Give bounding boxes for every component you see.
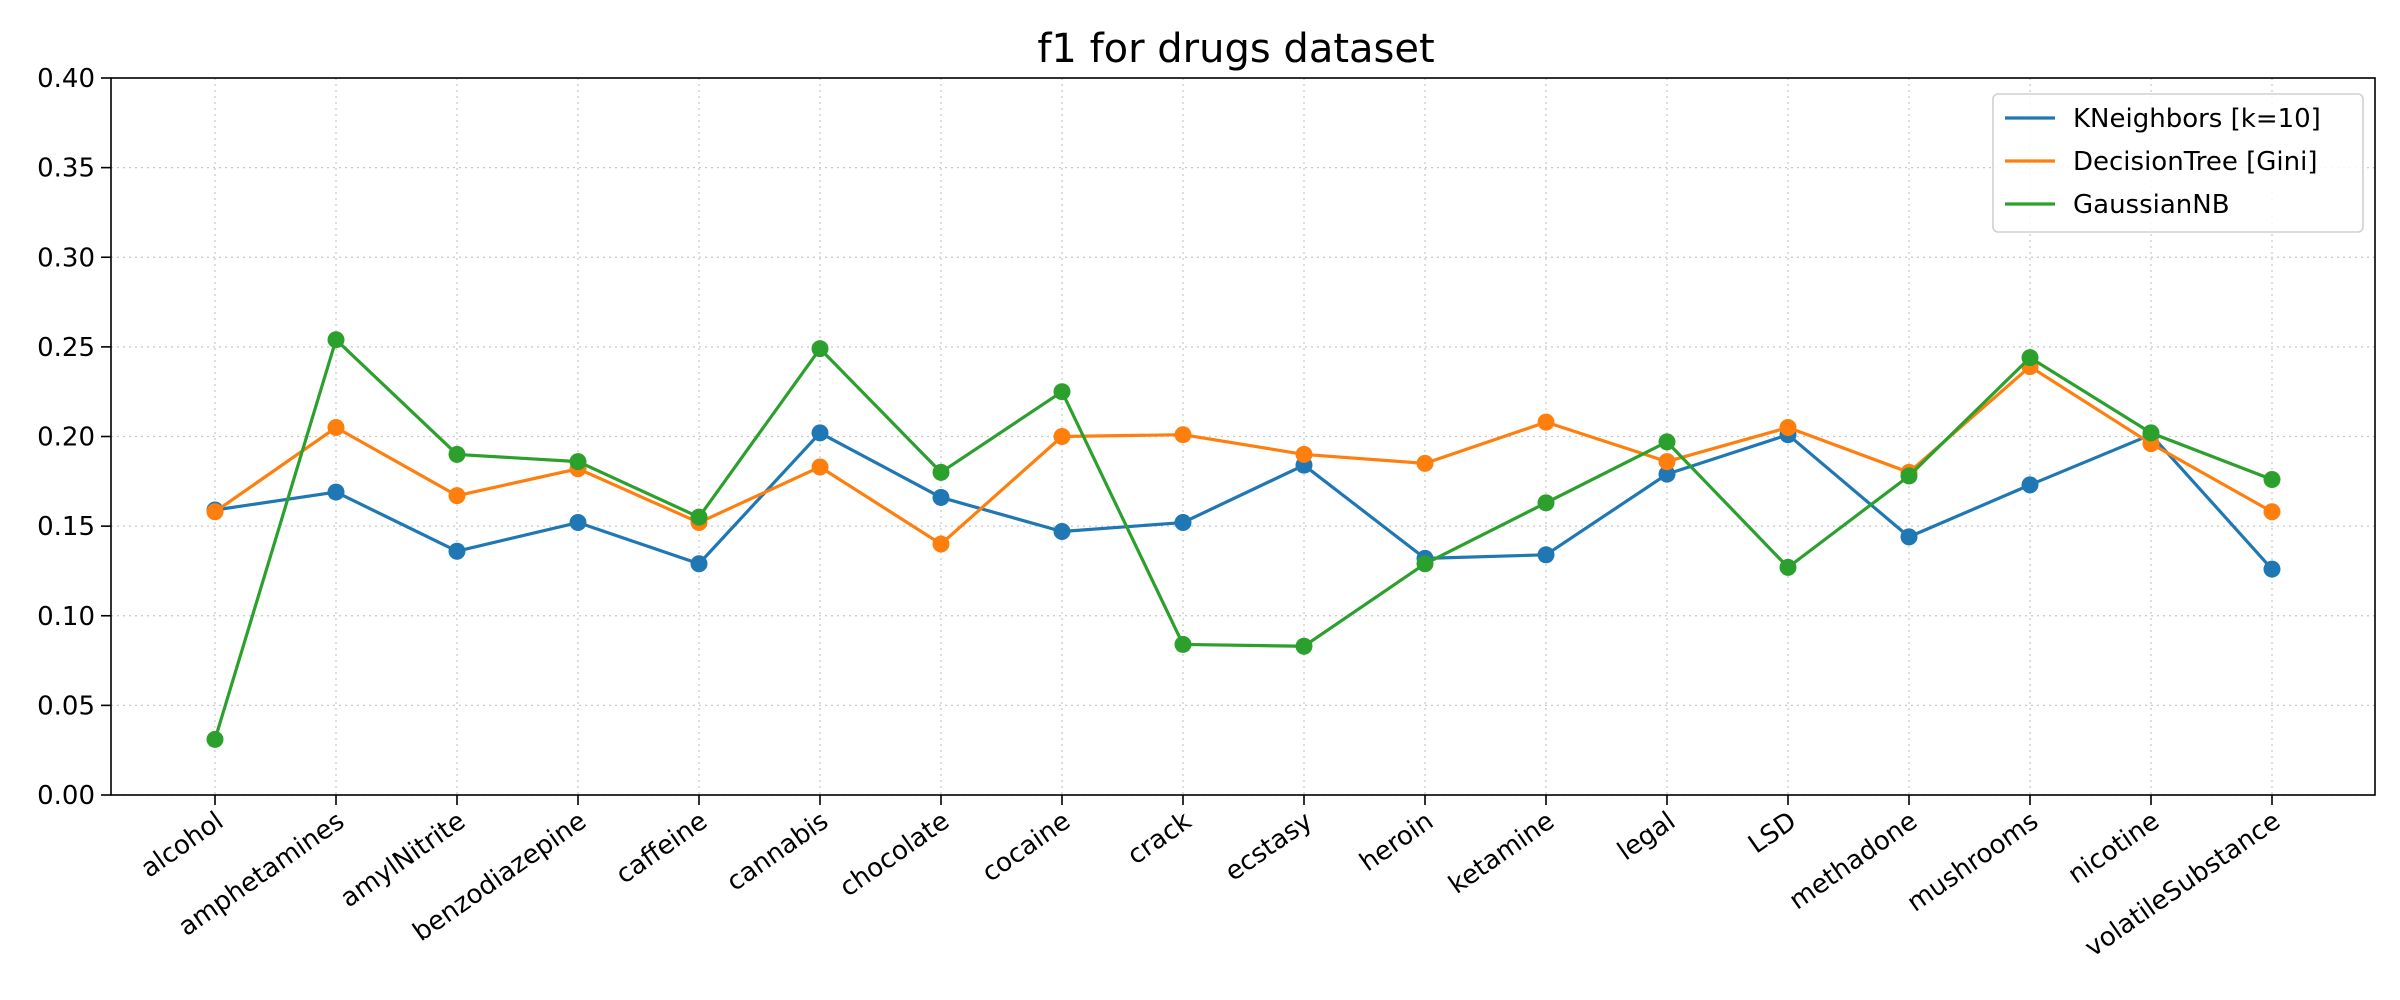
data-point xyxy=(448,487,466,505)
x-tick-label: nicotine xyxy=(2063,806,2165,890)
series-group xyxy=(206,331,2281,748)
data-point xyxy=(448,542,466,560)
x-tick-label: chocolate xyxy=(834,806,955,903)
data-point xyxy=(327,331,345,349)
data-point xyxy=(2142,424,2160,442)
axes: alcoholamphetaminesamylNitritebenzodiaze… xyxy=(37,64,2286,963)
x-tick-label: heroin xyxy=(1354,806,1439,878)
data-point xyxy=(1416,454,1434,472)
data-point xyxy=(1537,413,1555,431)
x-tick-label: alcohol xyxy=(136,806,229,884)
y-tick-label: 0.20 xyxy=(37,423,95,453)
legend-box xyxy=(1992,93,2364,233)
data-point xyxy=(327,483,345,501)
legend-label: GaussianNB xyxy=(2073,190,2230,220)
x-tick-label: LSD xyxy=(1743,806,1802,860)
data-point xyxy=(811,340,829,358)
x-tick-label: ecstasy xyxy=(1220,806,1318,887)
data-point xyxy=(932,463,950,481)
x-tick-label: cocaine xyxy=(977,806,1076,888)
x-tick-label: legal xyxy=(1612,806,1681,867)
series-2 xyxy=(206,331,2281,748)
legend: KNeighbors [k=10] DecisionTree [Gini] Gaus… xyxy=(1992,93,2364,233)
data-point xyxy=(206,730,224,748)
data-point xyxy=(1416,555,1434,573)
data-point xyxy=(2021,476,2039,494)
data-point xyxy=(690,555,708,573)
data-point xyxy=(1900,528,1918,546)
x-tick-label: mushrooms xyxy=(1902,806,2044,918)
data-point xyxy=(1537,546,1555,564)
data-point xyxy=(1174,426,1192,444)
data-point xyxy=(206,503,224,521)
y-tick-label: 0.35 xyxy=(37,154,95,184)
y-tick-label: 0.00 xyxy=(37,781,95,811)
y-tick-label: 0.40 xyxy=(37,64,95,94)
data-point xyxy=(1658,465,1676,483)
data-point xyxy=(569,453,587,471)
data-point xyxy=(2263,471,2281,489)
series-line xyxy=(213,338,2273,740)
data-point xyxy=(1174,514,1192,532)
data-point xyxy=(1900,467,1918,485)
data-point xyxy=(932,488,950,506)
legend-label: KNeighbors [k=10] xyxy=(2073,104,2321,134)
x-tick-label: methadone xyxy=(1784,806,1923,916)
data-point xyxy=(1658,433,1676,451)
y-tick-label: 0.15 xyxy=(37,512,95,542)
y-tick-label: 0.05 xyxy=(37,691,95,721)
data-point xyxy=(1053,383,1071,401)
x-tick-label: ketamine xyxy=(1443,806,1560,900)
data-point xyxy=(1779,419,1797,437)
y-tick-label: 0.25 xyxy=(37,333,95,363)
data-point xyxy=(2021,349,2039,367)
y-tick-label: 0.10 xyxy=(37,602,95,632)
data-point xyxy=(811,458,829,476)
x-tick-label: cannabis xyxy=(721,806,834,897)
series-line xyxy=(214,431,2274,571)
chart-title: f1 for drugs dataset xyxy=(1037,26,1434,72)
series-1 xyxy=(206,358,2281,553)
series-line xyxy=(214,364,2273,546)
data-point xyxy=(1295,445,1313,463)
data-point xyxy=(1053,428,1071,445)
x-tick-label: volatileSubstance xyxy=(2080,806,2286,963)
data-point xyxy=(1053,523,1071,541)
data-point xyxy=(448,445,466,463)
data-point xyxy=(2263,503,2281,521)
data-point xyxy=(1658,453,1676,471)
data-point xyxy=(1295,637,1313,655)
data-point xyxy=(1537,494,1555,512)
legend-label: DecisionTree [Gini] xyxy=(2073,147,2318,177)
x-tick-label: caffeine xyxy=(611,806,713,890)
x-tick-label: crack xyxy=(1122,806,1197,871)
data-point xyxy=(811,424,829,442)
data-point xyxy=(1174,635,1192,653)
data-point xyxy=(327,419,345,437)
series-0 xyxy=(206,424,2281,578)
data-point xyxy=(932,535,950,553)
y-tick-label: 0.30 xyxy=(37,243,95,273)
data-point xyxy=(1779,558,1797,576)
data-point xyxy=(569,514,587,532)
data-point xyxy=(690,508,708,526)
data-point xyxy=(2263,560,2281,578)
